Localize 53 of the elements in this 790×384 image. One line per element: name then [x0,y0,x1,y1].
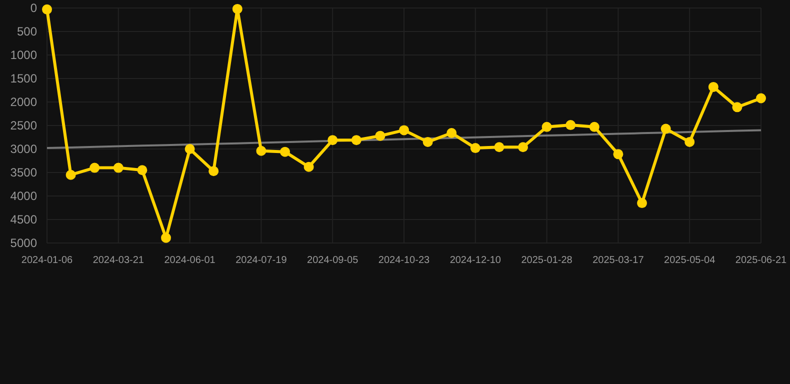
point [42,4,52,14]
x-tick-label: 2024-01-06 [21,255,74,266]
y-tick-label: 3500 [10,166,38,180]
y-tick-label: 2000 [10,95,38,110]
point [304,162,314,172]
point [756,93,766,104]
point [732,102,742,112]
x-tick-label: 2024-10-23 [378,255,430,266]
y-tick-label: 500 [16,24,38,39]
y-tick-label: 1500 [10,72,38,86]
point [399,125,409,136]
point [328,135,338,146]
y-tick-label: 1000 [10,48,38,62]
y-tick-label: 5000 [10,236,38,250]
y-tick-label: 4500 [10,212,38,227]
point [137,165,148,176]
point [184,144,195,154]
point [613,149,624,160]
point [232,4,242,14]
point [280,146,290,157]
y-tick-label: 0 [30,1,38,16]
point [113,162,124,173]
point [208,166,219,176]
x-tick-label: 2025-03-17 [592,255,644,266]
point [589,122,600,132]
y-tick-label: 2500 [10,118,38,133]
point [256,146,266,156]
x-tick-label: 2024-07-19 [236,255,288,266]
x-tick-label: 2024-03-21 [92,255,144,266]
point [660,124,671,134]
point [375,130,386,141]
point [351,135,362,146]
x-tick-label: 2025-01-28 [521,255,573,266]
y-tick-label: 3000 [10,142,38,156]
x-tick-label: 2024-12-10 [450,255,502,266]
point [161,232,171,243]
point [566,120,576,130]
point [494,142,504,152]
x-tick-label: 2024-06-01 [164,255,216,266]
x-tick-label: 2025-06-21 [735,255,788,266]
point [518,142,528,152]
point [708,82,718,92]
point [542,122,552,132]
x-tick-label: 2025-05-04 [664,255,716,266]
point [637,198,647,208]
point [66,170,76,180]
x-tick-label: 2024-09-05 [307,255,359,266]
point [684,136,695,147]
point [446,128,457,138]
y-tick-label: 4000 [10,189,38,204]
point [90,162,100,173]
point [422,136,433,147]
point [470,143,480,154]
